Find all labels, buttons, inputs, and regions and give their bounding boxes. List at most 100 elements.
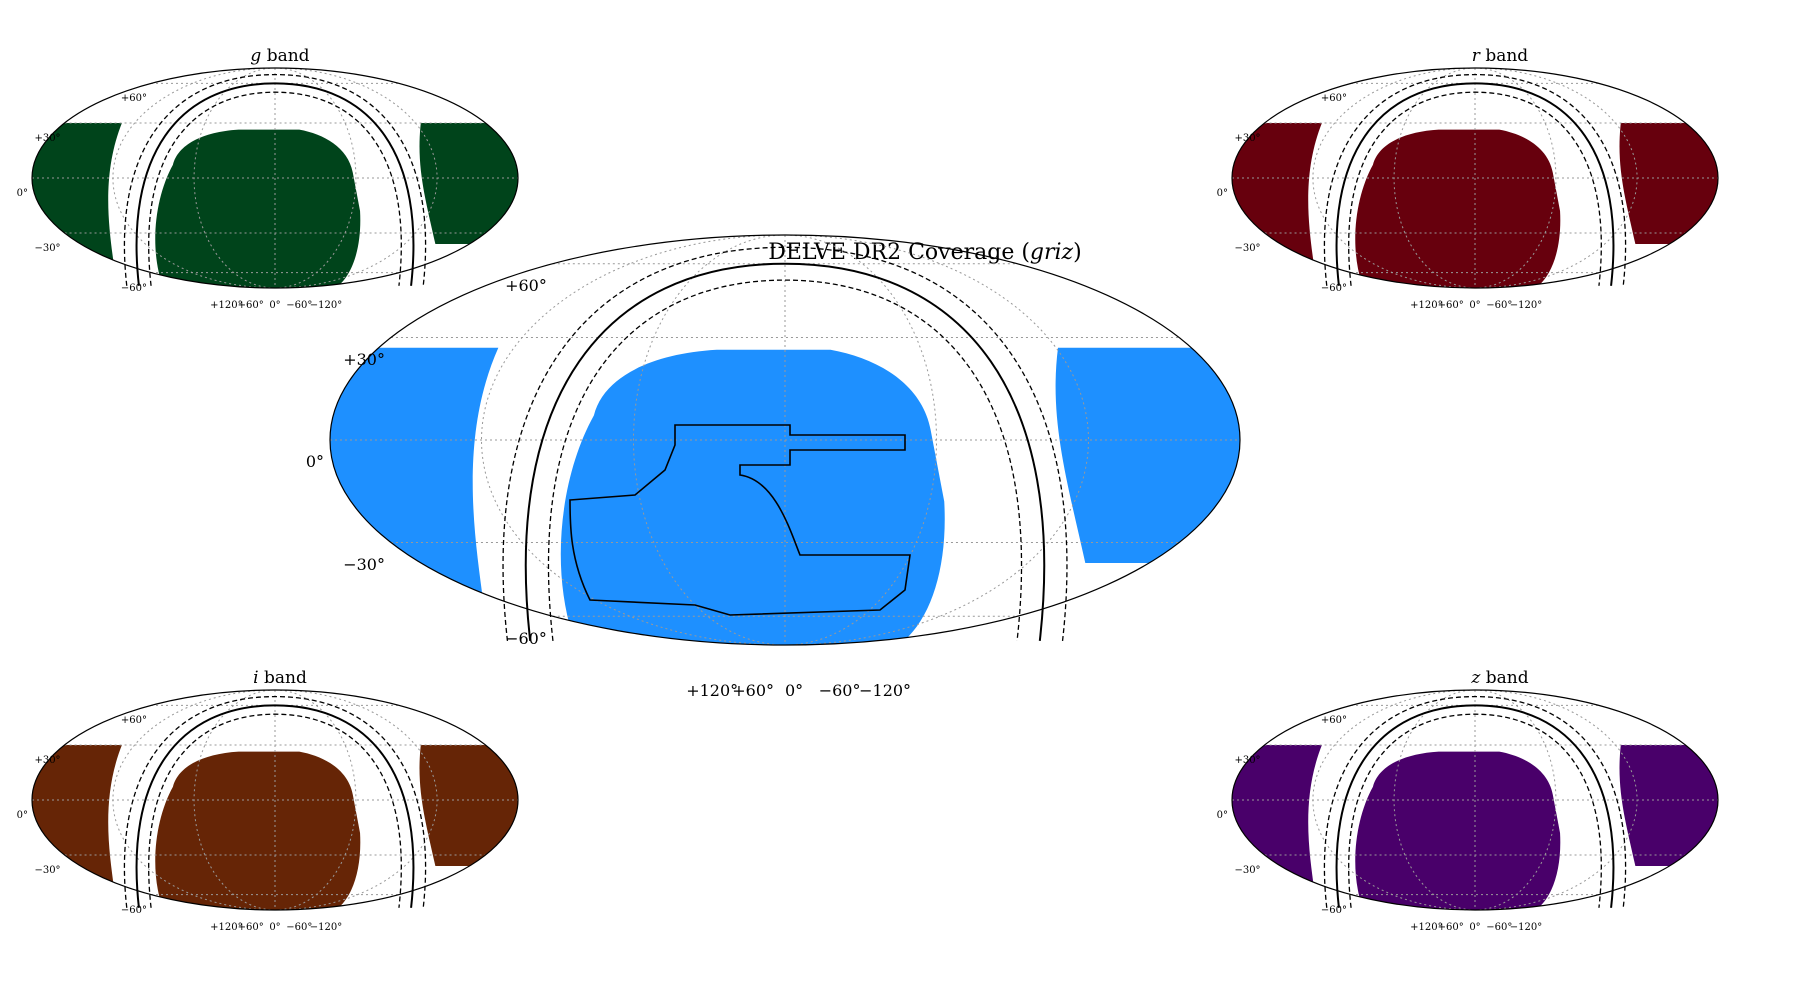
map-boundary bbox=[31, 689, 519, 911]
g-band-panel: g band +60° +30° 0° −30° −60° +120° +60° 0° −60°… bbox=[0, 40, 560, 340]
lat-tick-label: +30° bbox=[1234, 755, 1261, 766]
coverage-central-region bbox=[1355, 751, 1561, 910]
lon-tick-label: −120° bbox=[309, 922, 343, 933]
lat-tick-label: +30° bbox=[1234, 133, 1261, 144]
lon-tick-label: +120° bbox=[1410, 922, 1443, 933]
galactic-latitude-north-boundary bbox=[123, 695, 427, 908]
galactic-plane-line bbox=[135, 82, 415, 286]
lat-tick-label: −30° bbox=[1234, 243, 1261, 254]
map-boundary bbox=[329, 234, 1241, 646]
lat-tick-label: +60° bbox=[120, 715, 147, 727]
galactic-plane-line bbox=[135, 704, 415, 908]
graticule-meridian bbox=[274, 67, 438, 289]
i-band-map bbox=[31, 689, 519, 911]
main-lon-tick-label: +60° bbox=[732, 681, 775, 701]
lat-tick-label: 0° bbox=[16, 188, 28, 199]
main-title: DELVE DR2 Coverage (griz) bbox=[768, 240, 1082, 265]
lat-tick-label: −60° bbox=[120, 282, 147, 294]
main-coverage-panel: DELVE DR2 Coverage (griz) +60° +30° 0° −30°… bbox=[306, 234, 1460, 800]
z-band-title: z band bbox=[1471, 668, 1529, 688]
lat-tick-label: −30° bbox=[34, 243, 61, 254]
map-boundary bbox=[1231, 689, 1719, 911]
lat-tick-label: +30° bbox=[34, 133, 61, 144]
graticule-meridian bbox=[112, 67, 276, 289]
main-lon-tick-label: +120° bbox=[686, 681, 739, 701]
graticule-meridian bbox=[1474, 67, 1638, 289]
graticule-meridian bbox=[274, 689, 357, 911]
i-band-title: i band bbox=[253, 668, 307, 688]
lat-tick-label: 0° bbox=[1216, 188, 1228, 199]
graticule-meridian bbox=[1474, 689, 1638, 911]
main-lat-tick-label: +30° bbox=[343, 349, 385, 369]
graticule-meridian bbox=[1393, 67, 1476, 289]
lat-tick-label: −30° bbox=[1234, 865, 1261, 876]
graticule-meridian bbox=[632, 234, 786, 646]
coverage-east-region bbox=[1619, 745, 1718, 866]
graticule-meridian bbox=[784, 234, 1089, 646]
galactic-latitude-north-boundary bbox=[502, 246, 1068, 641]
galactic-plane-line bbox=[1335, 704, 1615, 908]
coverage-east-region bbox=[419, 745, 518, 866]
main-coverage-map bbox=[329, 234, 1241, 646]
coverage-central-region bbox=[155, 751, 361, 910]
lon-tick-label: −60° bbox=[1486, 300, 1513, 311]
i-band-panel: i band +60° +30° 0° −30° −60° +120° +60° 0° −60°… bbox=[0, 662, 560, 962]
graticule-meridian bbox=[274, 67, 357, 289]
coverage-east-region bbox=[1055, 347, 1240, 563]
r-band-panel: r band +60° +30° 0° −30° −60° +120° +60° 0° −60°… bbox=[1180, 40, 1800, 340]
coverage-east-region bbox=[1619, 123, 1718, 244]
graticule-meridian bbox=[193, 689, 276, 911]
main-lat-tick-label: 0° bbox=[305, 452, 324, 472]
graticule-meridian bbox=[1393, 689, 1476, 911]
lon-tick-label: −120° bbox=[309, 300, 343, 311]
lon-tick-label: 0° bbox=[1469, 300, 1481, 311]
main-lon-tick-label: −120° bbox=[859, 681, 912, 701]
g-band-title: g band bbox=[250, 46, 310, 66]
lon-tick-label: +60° bbox=[237, 922, 264, 933]
lon-tick-label: +120° bbox=[1410, 300, 1443, 311]
lat-tick-label: +30° bbox=[34, 755, 61, 766]
lon-tick-label: −60° bbox=[286, 922, 313, 933]
lat-tick-label: −60° bbox=[1320, 282, 1347, 294]
graticule-meridian bbox=[1312, 67, 1476, 289]
z-band-map bbox=[1231, 689, 1719, 911]
lon-tick-label: −60° bbox=[1486, 922, 1513, 933]
galactic-latitude-south-boundary bbox=[547, 279, 1023, 641]
galactic-plane-line bbox=[524, 262, 1046, 642]
coverage-central-region bbox=[560, 349, 945, 645]
r-band-map bbox=[1231, 67, 1719, 289]
map-boundary bbox=[31, 67, 519, 289]
des-footprint-outline bbox=[569, 424, 911, 616]
graticule-meridian bbox=[193, 67, 276, 289]
lon-tick-label: +60° bbox=[1437, 300, 1464, 311]
lon-tick-label: +60° bbox=[1437, 922, 1464, 933]
r-band-title: r band bbox=[1471, 46, 1529, 66]
coverage-central-region bbox=[155, 129, 361, 288]
lon-tick-label: +120° bbox=[210, 922, 243, 933]
coverage-east-region bbox=[419, 123, 518, 244]
main-lon-tick-label: 0° bbox=[785, 681, 804, 701]
lon-tick-label: +120° bbox=[210, 300, 243, 311]
galactic-latitude-south-boundary bbox=[1348, 713, 1602, 908]
graticule-meridian bbox=[1312, 689, 1476, 911]
galactic-latitude-south-boundary bbox=[148, 713, 402, 908]
galactic-latitude-north-boundary bbox=[1323, 695, 1627, 908]
g-band-map bbox=[31, 67, 519, 289]
main-lat-tick-label: −30° bbox=[343, 554, 385, 574]
graticule-meridian bbox=[112, 689, 276, 911]
galactic-latitude-north-boundary bbox=[123, 73, 427, 286]
lon-tick-label: 0° bbox=[269, 300, 281, 311]
lat-tick-label: 0° bbox=[16, 810, 28, 821]
graticule-meridian bbox=[784, 234, 938, 646]
lon-tick-label: 0° bbox=[269, 922, 281, 933]
galactic-plane-line bbox=[1335, 82, 1615, 286]
lon-tick-label: −120° bbox=[1509, 922, 1543, 933]
lat-tick-label: 0° bbox=[1216, 810, 1228, 821]
lat-tick-label: +60° bbox=[120, 93, 147, 105]
lon-tick-label: +60° bbox=[237, 300, 264, 311]
coverage-central-region bbox=[1355, 129, 1561, 288]
main-lon-tick-label: −60° bbox=[818, 681, 861, 701]
graticule-meridian bbox=[274, 689, 438, 911]
lon-tick-label: −60° bbox=[286, 300, 313, 311]
lon-tick-label: 0° bbox=[1469, 922, 1481, 933]
